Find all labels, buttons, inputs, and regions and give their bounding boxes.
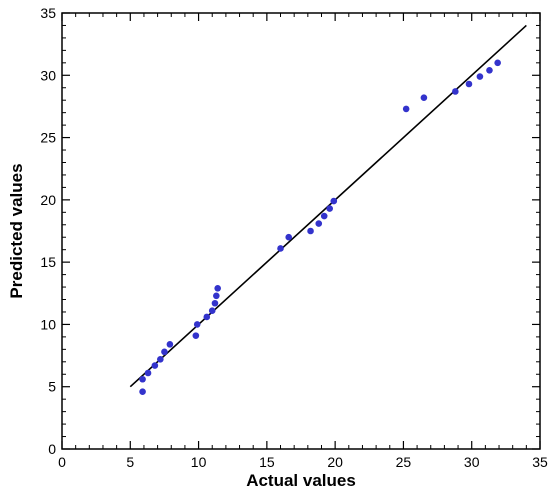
data-point bbox=[213, 292, 220, 300]
data-point bbox=[452, 88, 459, 95]
data-point bbox=[151, 362, 159, 369]
x-tick-label: 20 bbox=[327, 454, 343, 470]
data-point bbox=[330, 197, 338, 205]
data-point bbox=[203, 313, 211, 321]
x-tick-label: 30 bbox=[464, 454, 480, 470]
y-tick-label: 25 bbox=[40, 130, 56, 146]
plot-frame bbox=[61, 12, 541, 450]
y-tick-label: 20 bbox=[40, 192, 56, 208]
data-point bbox=[214, 285, 221, 292]
data-point bbox=[208, 307, 216, 315]
x-tick-label: 5 bbox=[126, 454, 134, 470]
y-axis-title: Predicted values bbox=[7, 163, 26, 298]
data-point bbox=[320, 212, 328, 220]
data-point bbox=[192, 332, 200, 339]
data-point bbox=[420, 94, 428, 102]
data-point bbox=[193, 321, 201, 328]
y-tick-label: 5 bbox=[48, 379, 56, 395]
ticks-layer: 0 5 10 15 20 25 30 35 0 5 10 15 20 25 30 35 bbox=[40, 5, 548, 470]
y-tick-label: 0 bbox=[48, 441, 56, 457]
data-point bbox=[144, 369, 152, 377]
y-tick-label: 30 bbox=[40, 67, 56, 83]
data-point bbox=[494, 59, 501, 67]
x-tick-label: 25 bbox=[396, 454, 412, 470]
y-tick-label: 35 bbox=[40, 5, 56, 21]
data-point bbox=[307, 227, 314, 235]
data-point bbox=[326, 205, 333, 212]
x-tick-label: 0 bbox=[58, 454, 66, 470]
data-point bbox=[161, 348, 168, 356]
data-point bbox=[166, 341, 174, 348]
data-point bbox=[476, 73, 484, 80]
data-point bbox=[486, 67, 493, 74]
y-tick-label: 10 bbox=[40, 316, 56, 332]
x-tick-label: 10 bbox=[191, 454, 207, 470]
x-tick-label: 15 bbox=[259, 454, 275, 470]
data-point bbox=[139, 375, 146, 383]
data-point bbox=[157, 356, 164, 363]
data-point bbox=[465, 80, 473, 88]
data-point bbox=[211, 299, 219, 307]
data-point bbox=[315, 220, 323, 227]
x-axis-title: Actual values bbox=[246, 471, 356, 490]
data-point bbox=[277, 245, 284, 252]
points-layer bbox=[139, 59, 501, 395]
data-point bbox=[139, 388, 146, 395]
x-tick-label: 35 bbox=[532, 454, 548, 470]
y-tick-label: 15 bbox=[40, 254, 56, 270]
data-point bbox=[402, 105, 410, 113]
data-point bbox=[285, 233, 293, 241]
